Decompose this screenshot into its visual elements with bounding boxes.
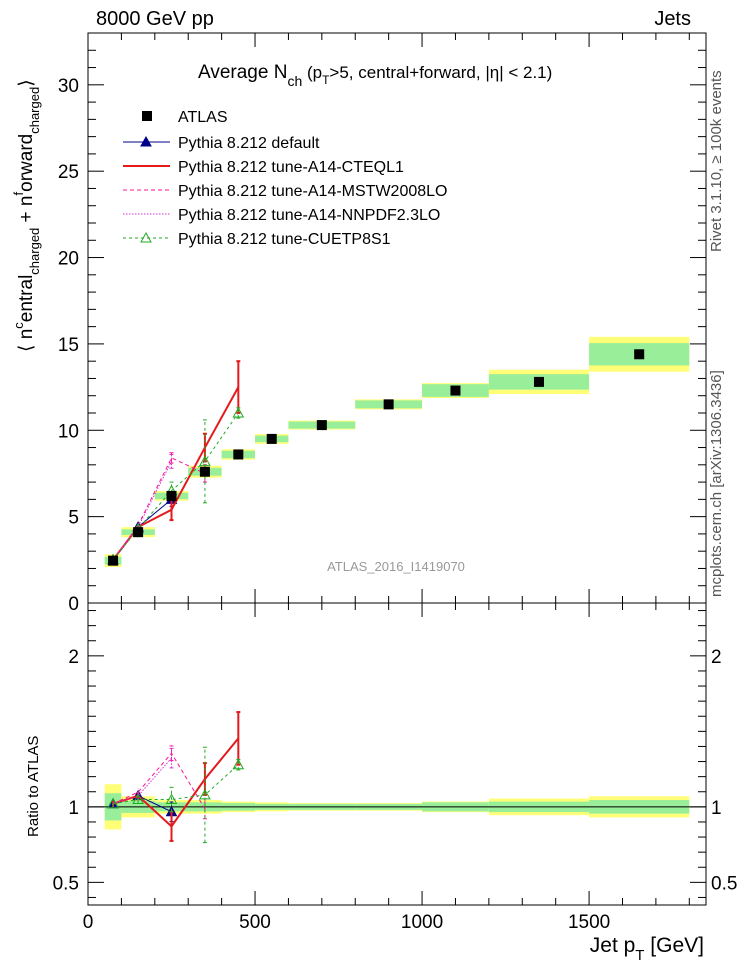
- x-axis-label: Jet pT [GeV]: [590, 934, 704, 964]
- header-right: Jets: [654, 8, 691, 30]
- mc-series: [107, 360, 245, 844]
- series-4-point: [199, 455, 211, 466]
- x-tick-label: 1500: [568, 912, 610, 933]
- axis-ticks: [87, 32, 706, 905]
- legend-label-series-4: Pythia 8.212 tune-CUETP8S1: [178, 231, 391, 248]
- atlas-data-point: [634, 349, 645, 360]
- series-4-ratio-point: [132, 793, 144, 804]
- series-2-line: [112, 457, 206, 561]
- legend-label-series-0: Pythia 8.212 default: [178, 135, 320, 152]
- atlas-data-point: [108, 555, 119, 566]
- atlas-data-point: [383, 399, 394, 410]
- uncertainty-bands-main: [104, 336, 690, 568]
- atlas-data-point: [533, 376, 544, 387]
- atlas-data-point: [133, 527, 144, 538]
- y-axis-label: ⟨ ncentralcharged + nforwardcharged⟩: [11, 79, 42, 352]
- ratio-tick-label-right: 2: [711, 647, 722, 668]
- legend-atlas-marker: [142, 111, 152, 121]
- ratio-frame: [87, 602, 707, 906]
- atlas-data: [108, 349, 645, 566]
- ratio-tick-label: 0.5: [53, 873, 79, 894]
- atlas-data-point: [233, 449, 244, 460]
- atlas-data-point: [266, 433, 277, 444]
- series-4-ratio-point: [232, 758, 245, 770]
- ratio-tick-label: 2: [68, 647, 79, 668]
- ratio-tick-label-right: 1: [711, 798, 722, 819]
- y-tick-label: 20: [58, 249, 79, 270]
- series-3-line: [112, 461, 172, 561]
- legend-marker-series-0: [140, 135, 152, 147]
- legend-label-series-1: Pythia 8.212 tune-A14-CTEQL1: [178, 159, 404, 176]
- atlas-data-point: [450, 385, 461, 396]
- series-4-ratio-point: [107, 797, 119, 809]
- ratio-tick-label-right: 0.5: [711, 873, 737, 894]
- legend-label-series-3: Pythia 8.212 tune-A14-NNPDF2.3LO: [178, 207, 440, 224]
- series-4-ratio-point: [199, 788, 211, 800]
- atlas-data-point: [199, 466, 210, 477]
- series-4-point: [232, 406, 245, 418]
- y-tick-label: 5: [68, 508, 79, 529]
- axis-tick-labels: 0 500 1000 1500 0 5 10 15 20 25 30 0.5 0.5 1 1 2 2: [53, 76, 738, 933]
- watermark: ATLAS_2016_I1419070: [327, 559, 465, 574]
- y-tick-label: 15: [58, 335, 79, 356]
- y-tick-label: 25: [58, 162, 79, 183]
- ratio-tick-label: 1: [68, 798, 79, 819]
- y-tick-label: 30: [58, 76, 79, 97]
- chart-title: Average Nch (pT>5, central+forward, |η| …: [198, 62, 552, 89]
- legend: ATLAS Pythia 8.212 default Pythia 8.212 tu…: [123, 109, 447, 248]
- atlas-data-point: [316, 420, 327, 431]
- legend-marker-series-4: [140, 231, 152, 243]
- x-tick-label: 0: [83, 912, 94, 933]
- y-tick-label: 10: [58, 421, 79, 442]
- y-tick-label: 0: [68, 594, 79, 615]
- header-left: 8000 GeV pp: [96, 8, 214, 30]
- series-4-line: [112, 412, 239, 561]
- series-4-ratio-point: [165, 793, 178, 805]
- atlas-data-point: [166, 490, 177, 501]
- ratio-y-axis-label: Ratio to ATLAS: [25, 736, 42, 837]
- legend-label-series-2: Pythia 8.212 tune-A14-MSTW2008LO: [178, 183, 447, 200]
- x-tick-label: 500: [239, 912, 271, 933]
- legend-label-atlas: ATLAS: [178, 109, 228, 126]
- x-tick-label: 1000: [401, 912, 443, 933]
